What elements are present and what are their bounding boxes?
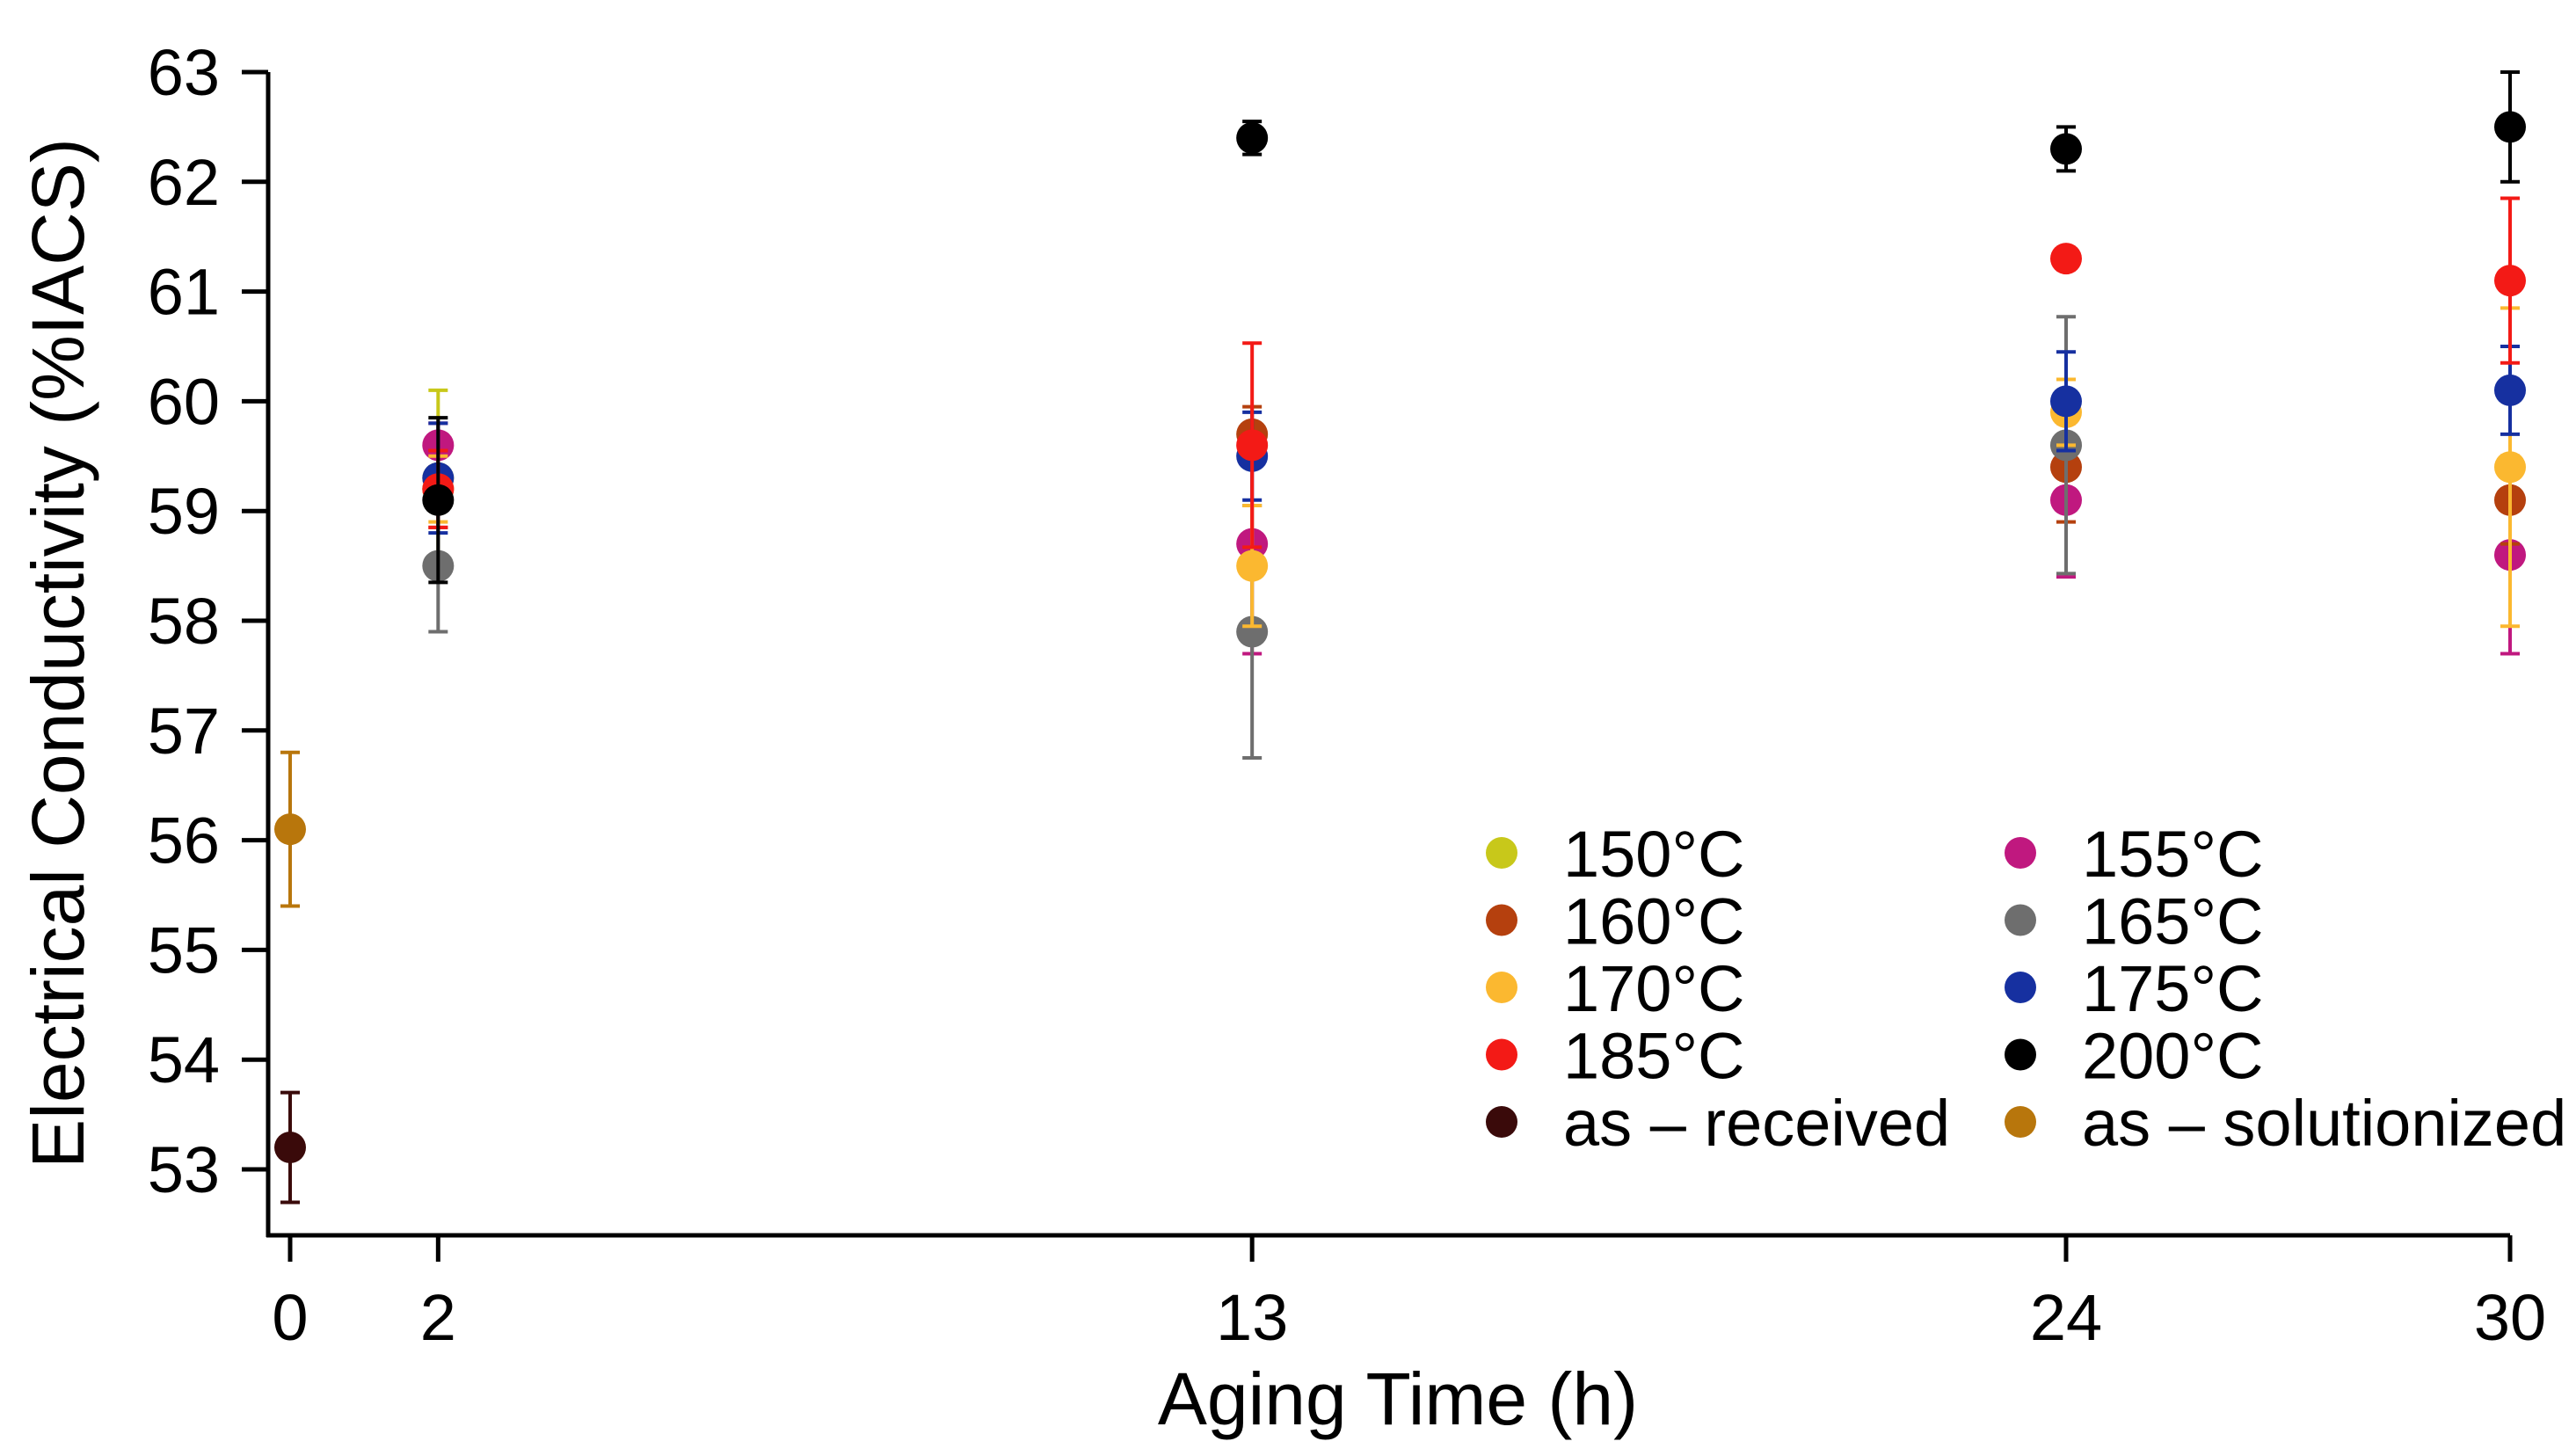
y-tick-label: 54 — [148, 1023, 220, 1096]
legend-label: as – solutionized — [2082, 1087, 2566, 1160]
legend-label: 155°C — [2082, 818, 2264, 891]
data-point — [2494, 451, 2526, 484]
legend-marker — [1486, 1038, 1517, 1071]
data-point — [274, 1132, 306, 1164]
legend-marker — [2005, 972, 2036, 1003]
legend-label: 165°C — [2082, 885, 2264, 958]
legend-label: 160°C — [1563, 885, 1745, 958]
legend-marker — [1486, 972, 1517, 1003]
y-tick-label: 59 — [148, 475, 220, 548]
legend-marker — [1486, 904, 1517, 936]
y-tick-label: 53 — [148, 1133, 220, 1206]
legend-label: 200°C — [2082, 1020, 2264, 1093]
data-point — [1236, 550, 1269, 582]
axes — [266, 72, 2510, 1238]
x-tick-label: 13 — [1216, 1281, 1288, 1354]
series — [274, 750, 306, 908]
x-tick-label: 24 — [2030, 1281, 2102, 1354]
y-tick-label: 62 — [148, 146, 220, 219]
data-point — [2050, 243, 2082, 275]
x-tick-label: 2 — [420, 1281, 456, 1354]
y-tick-label: 58 — [148, 585, 220, 658]
series — [422, 421, 2526, 656]
data-point — [2494, 265, 2526, 297]
x-tick-label: 30 — [2474, 1281, 2546, 1354]
legend-label: 175°C — [2082, 952, 2264, 1025]
data-point — [422, 484, 455, 516]
data-point — [1236, 615, 1269, 648]
legend-label: 150°C — [1563, 818, 1745, 891]
legend-marker — [1486, 837, 1517, 869]
data-point — [274, 813, 306, 846]
data-point — [2494, 111, 2526, 143]
x-axis-title: Aging Time (h) — [1158, 1358, 1638, 1440]
series — [422, 306, 2526, 629]
x-ticks: 0 2 13 24 30 — [272, 1235, 2546, 1354]
legend-marker — [2005, 1038, 2036, 1071]
legend: 150°C 155°C 160°C 165°C 170°C 175°C 185°C 200°C… — [1486, 818, 2566, 1160]
y-tick-label: 61 — [148, 256, 220, 329]
legend-label: 170°C — [1563, 952, 1745, 1025]
y-ticks: 53 54 55 56 57 58 59 60 61 62 63 — [148, 36, 268, 1206]
series — [422, 70, 2526, 585]
legend-label: as – received — [1563, 1087, 1950, 1160]
legend-label: 185°C — [1563, 1020, 1745, 1093]
data-point — [1236, 429, 1269, 462]
data-series — [274, 70, 2526, 1205]
y-tick-label: 56 — [148, 804, 220, 877]
series — [422, 404, 2526, 546]
legend-marker — [2005, 1106, 2036, 1138]
data-point — [2050, 133, 2082, 165]
data-point — [2050, 385, 2082, 418]
legend-marker — [2005, 837, 2036, 869]
legend-marker — [2005, 904, 2036, 936]
series — [422, 345, 2526, 535]
legend-marker — [1486, 1106, 1517, 1138]
y-tick-label: 63 — [148, 36, 220, 109]
x-tick-label: 0 — [272, 1281, 308, 1354]
series — [274, 1090, 306, 1205]
y-tick-label: 55 — [148, 914, 220, 986]
y-axis-title: Electrical Conductivity (%IACS) — [17, 138, 99, 1168]
data-point — [1236, 121, 1269, 154]
series — [422, 196, 2526, 550]
data-point — [2494, 374, 2526, 406]
y-tick-label: 60 — [148, 365, 220, 438]
y-tick-label: 57 — [148, 695, 220, 768]
